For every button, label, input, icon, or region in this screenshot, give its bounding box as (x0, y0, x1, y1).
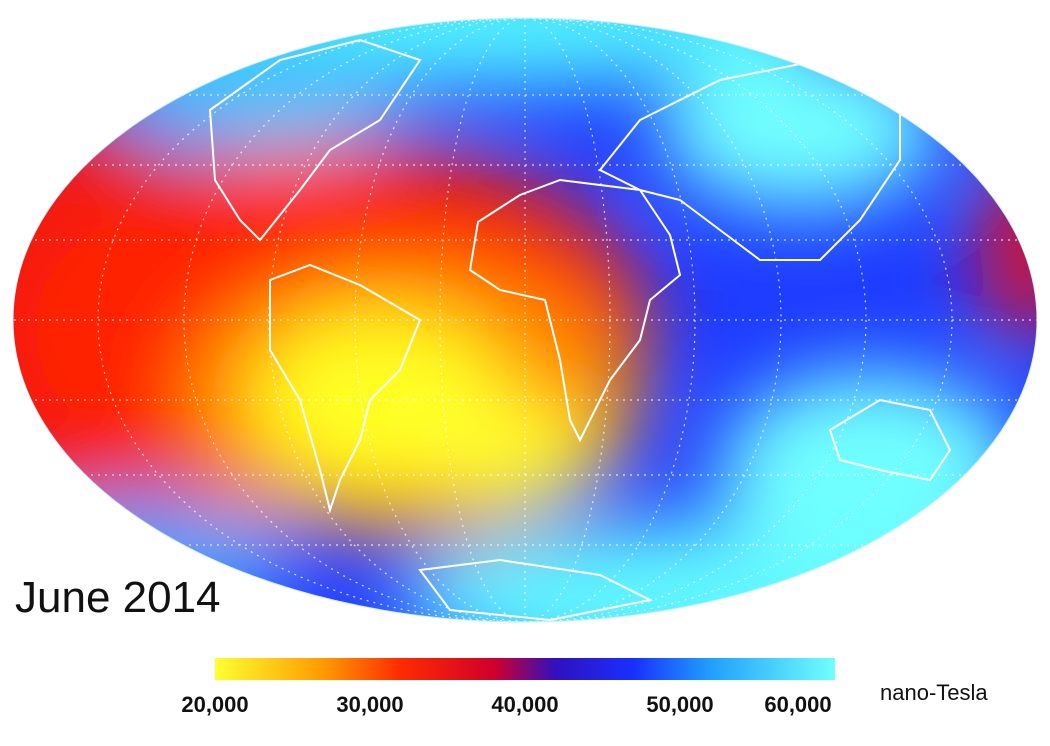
colorbar-tick-label: 40,000 (491, 692, 558, 717)
colorbar-tick-label: 30,000 (336, 692, 403, 717)
date-label: June 2014 (15, 573, 221, 622)
globe-outline (12, 17, 1038, 623)
coastlines (208, 38, 952, 622)
colorbar-tick-label: 60,000 (764, 692, 831, 717)
field-map (13, 18, 1037, 622)
colorbar (215, 658, 835, 680)
colorbar-unit: nano-Tesla (880, 680, 988, 705)
colorbar-tick-label: 50,000 (646, 692, 713, 717)
colorbar-tick-label: 20,000 (181, 692, 248, 717)
